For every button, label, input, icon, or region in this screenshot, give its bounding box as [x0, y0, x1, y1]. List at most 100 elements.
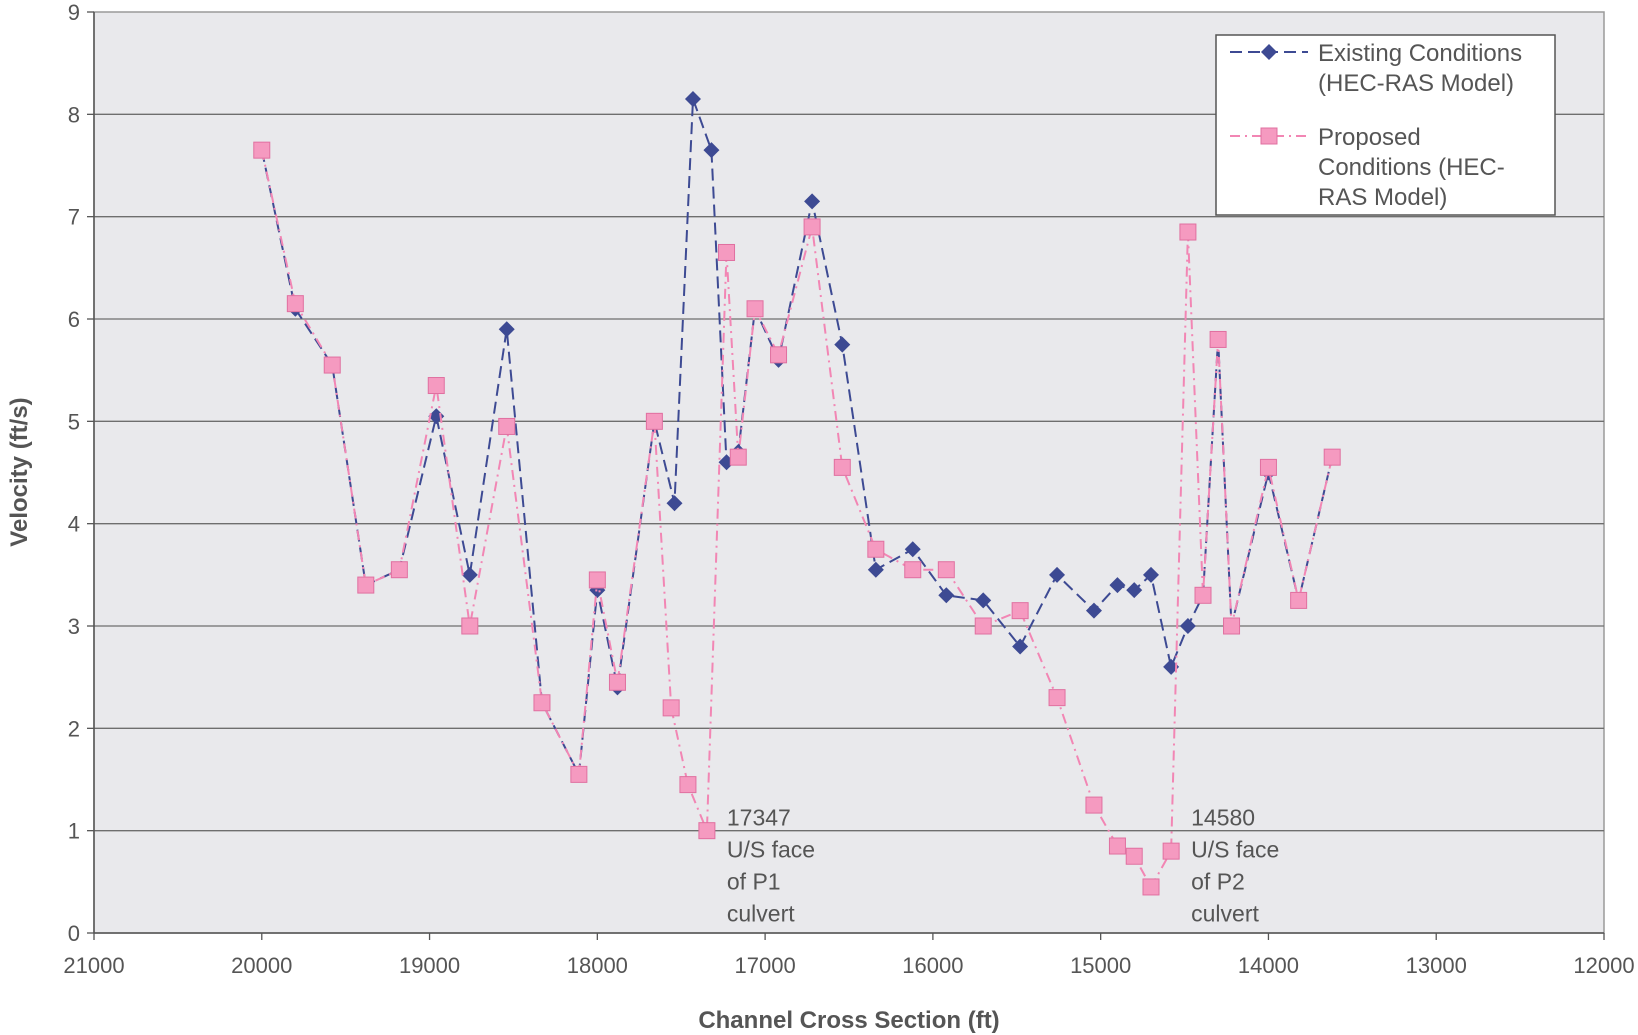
x-tick-label: 14000: [1238, 953, 1299, 978]
data-point: [1108, 837, 1126, 855]
annotation-line: culvert: [727, 901, 795, 927]
data-point: [698, 822, 716, 840]
data-point: [1109, 577, 1126, 594]
legend-box: [1215, 34, 1556, 216]
series-group: [253, 90, 1341, 896]
data-point: [608, 673, 626, 691]
data-point: [974, 617, 992, 635]
data-point: [461, 566, 478, 583]
gridlines: [94, 113, 1604, 832]
series-line: [260, 149, 1334, 890]
y-tick-label: 9: [68, 0, 80, 25]
data-point: [498, 417, 516, 435]
data-point: [904, 541, 921, 558]
data-point: [938, 587, 955, 604]
x-tick-label: 13000: [1406, 953, 1467, 978]
data-point: [1194, 586, 1212, 604]
y-tick-label: 3: [68, 614, 80, 639]
axes: [93, 12, 1604, 934]
annotation-line: 17347: [727, 805, 791, 831]
data-point: [1048, 689, 1066, 707]
y-tick-label: 7: [68, 205, 80, 230]
data-point: [703, 142, 720, 159]
y-tick-labels: 0 1 2 3 4 5 6 7 8 9: [68, 0, 94, 946]
data-point: [1179, 618, 1196, 634]
annotation-line: U/S face: [727, 837, 815, 863]
annotation-line: U/S face: [1191, 837, 1279, 863]
x-tick-label: 20000: [231, 953, 292, 978]
data-point: [588, 571, 606, 589]
data-point: [1143, 566, 1159, 583]
data-point: [729, 448, 747, 466]
annotations: 17347 U/S face of P1 culvert 14580 U/S face of…: [727, 805, 1279, 927]
annotation-line: of P1: [727, 869, 781, 895]
data-point: [357, 576, 375, 594]
x-tick-label: 19000: [399, 953, 460, 978]
x-tick-label: 21000: [63, 953, 124, 978]
y-tick-label: 4: [68, 512, 80, 537]
series-proposed: [253, 141, 1341, 896]
data-point: [390, 561, 408, 579]
data-point: [1290, 591, 1308, 609]
data-point: [498, 321, 515, 338]
annotation-line: of P2: [1191, 869, 1245, 895]
annotation-line: culvert: [1191, 901, 1259, 927]
x-tick-label: 18000: [567, 953, 628, 978]
legend-proposed-line-3: RAS Model): [1318, 184, 1447, 211]
legend-existing-line-2: (HEC-RAS Model): [1318, 70, 1514, 97]
data-point: [666, 495, 683, 512]
legend-proposed-marker: [1260, 127, 1278, 145]
y-tick-label: 2: [68, 716, 80, 741]
data-point: [834, 336, 851, 353]
data-point: [1125, 847, 1143, 865]
legend-proposed-label: Proposed Conditions (HEC- RAS Model): [1318, 124, 1511, 211]
data-point: [804, 193, 821, 210]
data-point: [253, 141, 271, 159]
annotation-1: 17347 U/S face of P1 culvert: [727, 805, 815, 927]
data-point: [1126, 582, 1143, 599]
y-tick-label: 8: [68, 102, 80, 127]
data-point: [718, 243, 736, 261]
legend-existing-label: Existing Conditions (HEC-RAS Model): [1318, 40, 1529, 97]
legend-proposed-line-2: Conditions (HEC-: [1318, 154, 1505, 181]
x-tick-label: 12000: [1573, 953, 1634, 978]
data-point: [1012, 638, 1029, 655]
data-point: [803, 218, 821, 236]
data-point: [1259, 458, 1277, 476]
x-axis-title: Channel Cross Section (ft): [698, 1007, 999, 1034]
x-tick-label: 15000: [1070, 953, 1131, 978]
data-point: [1085, 796, 1103, 814]
data-point: [1179, 223, 1197, 241]
data-point: [645, 412, 663, 430]
data-point: [1049, 566, 1066, 583]
annotation-line: 14580: [1191, 805, 1255, 831]
data-point: [1223, 617, 1241, 635]
data-point: [533, 694, 551, 712]
x-tick-labels: 21000 20000 19000 18000 17000 16000 15000 14000…: [63, 933, 1635, 978]
data-point: [867, 540, 885, 558]
legend-existing-marker: [1261, 44, 1277, 60]
data-point: [1011, 602, 1029, 620]
data-point: [770, 346, 788, 364]
data-point: [1209, 330, 1227, 348]
y-tick-label: 5: [68, 409, 80, 434]
legend-proposed-line-1: Proposed: [1318, 124, 1421, 151]
x-tick-label: 16000: [902, 953, 963, 978]
legend-existing-line-1: Existing Conditions: [1318, 40, 1522, 67]
data-point: [746, 300, 764, 318]
data-point: [1323, 448, 1341, 466]
data-point: [323, 356, 341, 374]
data-point: [461, 617, 479, 635]
data-point: [679, 776, 697, 794]
data-point: [1085, 602, 1102, 619]
data-point: [427, 377, 445, 395]
data-point: [570, 765, 588, 783]
data-point: [286, 295, 304, 313]
data-point: [662, 699, 680, 717]
data-point: [867, 561, 884, 578]
data-point: [904, 561, 922, 579]
x-tick-label: 17000: [735, 953, 796, 978]
data-point: [975, 592, 992, 609]
y-tick-label: 0: [68, 921, 80, 946]
